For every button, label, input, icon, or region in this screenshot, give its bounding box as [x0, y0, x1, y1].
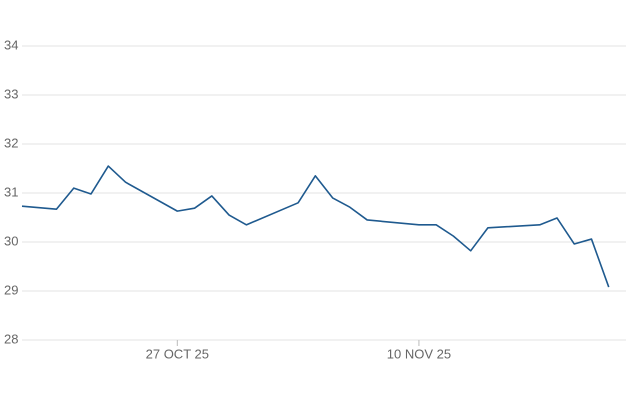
y-tick-label: 30 — [4, 233, 18, 248]
y-tick-label: 32 — [4, 135, 18, 150]
y-tick-label: 33 — [4, 86, 18, 101]
y-tick-label: 34 — [4, 37, 18, 52]
y-tick-label: 28 — [4, 331, 18, 346]
y-tick-label: 31 — [4, 184, 18, 199]
line — [21, 165, 610, 288]
x-tick-label: 27 OCT 25 — [146, 346, 209, 361]
y-tick-label: 29 — [4, 282, 18, 297]
x-tick-label: 10 NOV 25 — [387, 346, 451, 361]
